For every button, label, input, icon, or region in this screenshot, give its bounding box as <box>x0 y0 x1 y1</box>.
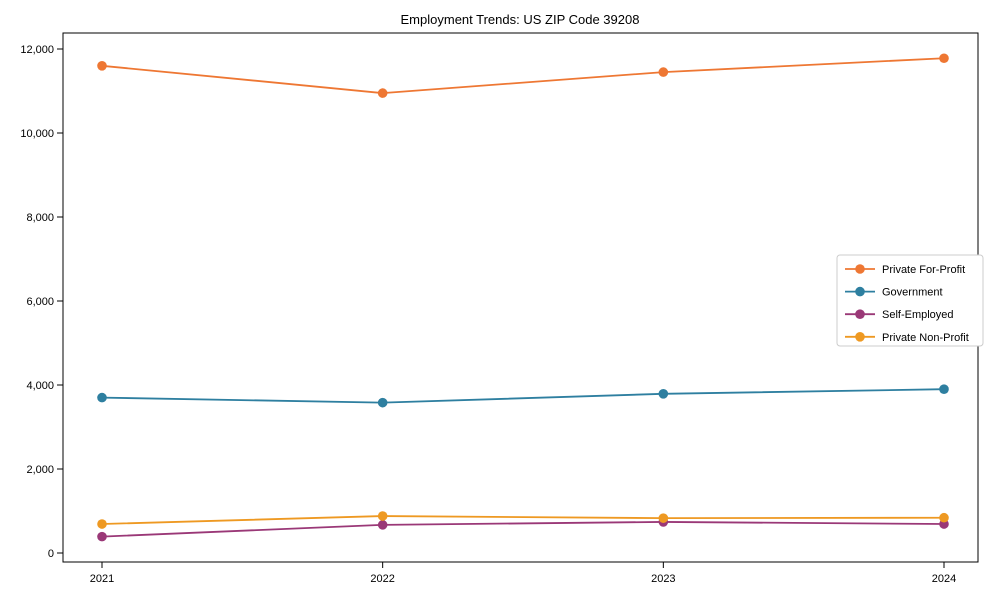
x-axis: 2021 2022 2023 2024 <box>90 562 956 585</box>
legend-entry-self-employed: Self-Employed <box>845 309 954 321</box>
legend-label: Private For-Profit <box>882 264 965 276</box>
chart-title: Employment Trends: US ZIP Code 39208 <box>401 12 640 27</box>
legend-entry-private-for-profit: Private For-Profit <box>845 264 965 276</box>
series-line-self-employed <box>101 521 945 538</box>
series-marker-private-for-profit <box>658 67 669 77</box>
y-axis: 0 2,000 4,000 6,000 8,000 10,000 12,000 <box>20 44 63 560</box>
legend-label: Government <box>882 287 943 299</box>
legend-entry-private-non-profit: Private Non-Profit <box>845 332 969 344</box>
legend-marker <box>855 286 865 297</box>
legend-entry-government: Government <box>845 287 943 299</box>
legend: Private For-Profit Government Self-Employe… <box>836 254 984 347</box>
y-tick-label: 8,000 <box>26 212 54 224</box>
x-tick-label: 2024 <box>932 573 956 585</box>
series-marker-private-for-profit <box>97 61 107 71</box>
series-marker-government <box>97 392 107 403</box>
series-marker-private-for-profit <box>377 88 388 98</box>
y-tick-label: 6,000 <box>26 296 54 308</box>
legend-label: Self-Employed <box>882 309 954 321</box>
legend-marker <box>855 309 865 320</box>
series-marker-government <box>939 384 949 395</box>
series-line-government <box>101 388 945 404</box>
series-marker-self-employed <box>97 531 107 542</box>
y-tick-label: 10,000 <box>20 128 54 140</box>
y-tick-label: 4,000 <box>26 380 54 392</box>
y-tick-label: 2,000 <box>26 464 54 476</box>
legend-marker <box>855 264 865 274</box>
x-tick-label: 2021 <box>90 573 114 585</box>
series-marker-private-non-profit <box>658 513 669 523</box>
y-tick-label: 12,000 <box>20 44 54 56</box>
series-marker-private-non-profit <box>939 512 949 523</box>
series-marker-government <box>377 397 388 408</box>
series-marker-government <box>658 389 669 399</box>
series-marker-private-for-profit <box>939 53 949 64</box>
series-marker-self-employed <box>377 520 388 530</box>
series-line-private-for-profit <box>101 57 945 95</box>
legend-marker <box>855 332 865 342</box>
y-tick-label: 0 <box>48 548 54 560</box>
series-layer <box>97 53 949 542</box>
legend-label: Private Non-Profit <box>882 332 969 344</box>
x-tick-label: 2023 <box>651 573 675 585</box>
series-line-private-non-profit <box>101 515 945 525</box>
series-marker-private-non-profit <box>97 519 107 529</box>
x-tick-label: 2022 <box>370 573 394 585</box>
legend-box <box>836 254 984 347</box>
series-marker-private-non-profit <box>377 511 388 521</box>
